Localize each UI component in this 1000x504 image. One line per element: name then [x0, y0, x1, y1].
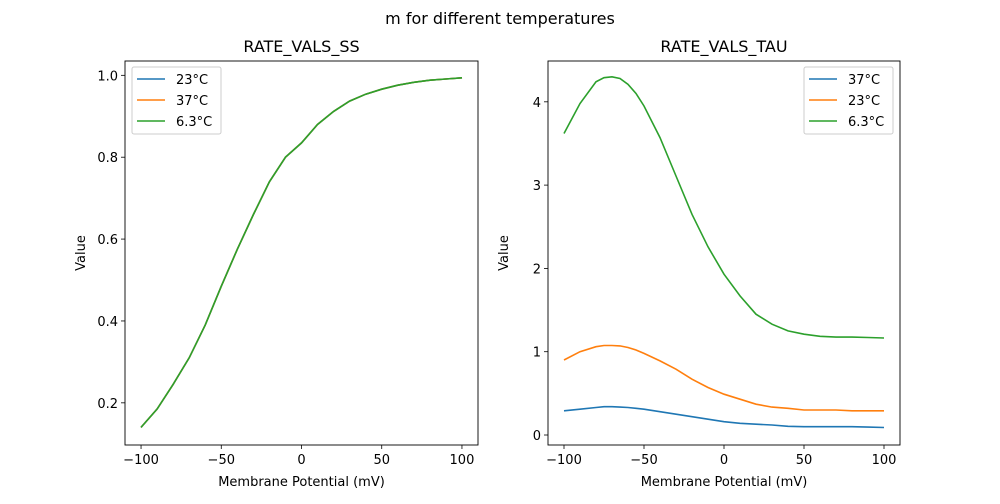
y-tick-label: 0	[533, 429, 541, 444]
x-axis-label: Membrane Potential (mV)	[218, 475, 385, 490]
x-tick-label: 50	[373, 453, 390, 468]
x-tick-label: 50	[796, 453, 813, 468]
legend-label: 23°C	[176, 73, 208, 88]
y-axis-label: Value	[74, 235, 89, 271]
legend-label: 23°C	[848, 94, 880, 109]
legend-box	[803, 66, 894, 135]
x-tick-label: 100	[872, 453, 897, 468]
subplot-ss: RATE_VALS_SS Membrane Potential (mV) Value…	[74, 37, 479, 490]
subplot-title: RATE_VALS_TAU	[660, 37, 787, 57]
series-line-23C	[563, 344, 884, 412]
axes-frame	[547, 60, 901, 446]
legend-label: 37°C	[848, 73, 880, 88]
series-line-37C	[563, 405, 885, 429]
axes-frame	[124, 60, 479, 446]
y-tick-label: 2	[533, 262, 541, 277]
x-tick-label: −50	[630, 453, 657, 468]
x-tick-label: 0	[297, 453, 305, 468]
x-tick-label: −100	[123, 453, 159, 468]
y-tick-label: 0.4	[97, 315, 118, 330]
y-tick-label: 0.2	[97, 397, 118, 412]
y-tick-label: 1	[533, 346, 541, 361]
y-tick-label: 0.8	[97, 151, 118, 166]
legend-label: 6.3°C	[848, 115, 884, 130]
x-axis-label: Membrane Potential (mV)	[641, 475, 808, 490]
subplot-tau: RATE_VALS_TAU Membrane Potential (mV) Valu…	[497, 37, 901, 490]
x-tick-label: −100	[546, 453, 582, 468]
series-line-6-3C	[140, 77, 463, 428]
subplot-title: RATE_VALS_SS	[243, 37, 359, 57]
figure-title: m for different temperatures	[385, 9, 615, 28]
legend: 37°C 23°C 6.3°C	[803, 66, 894, 135]
y-tick-label: 3	[533, 179, 541, 194]
y-tick-label: 0.6	[97, 233, 118, 248]
y-tick-label: 4	[533, 96, 541, 111]
legend-label: 37°C	[176, 94, 208, 109]
y-axis-label: Value	[497, 235, 512, 271]
legend: 23°C 37°C 6.3°C	[131, 66, 222, 135]
series-line-6-3C	[563, 75, 885, 339]
legend-box	[131, 66, 222, 135]
x-tick-label: −50	[208, 453, 235, 468]
x-tick-label: 100	[450, 453, 475, 468]
x-tick-label: 0	[720, 453, 728, 468]
legend-label: 6.3°C	[176, 115, 212, 130]
y-tick-label: 1.0	[97, 69, 118, 84]
